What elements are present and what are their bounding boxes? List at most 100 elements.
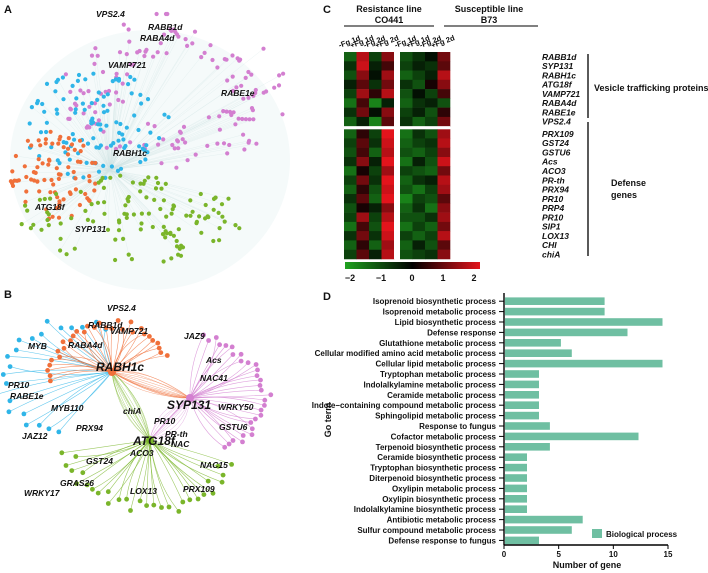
network-a-node	[230, 88, 236, 93]
network-a-node	[123, 203, 128, 208]
heatmap-cell	[425, 175, 438, 186]
network-b-edge	[189, 397, 253, 430]
heatmap-cell	[425, 166, 438, 176]
heatmap-cell	[356, 52, 370, 62]
network-a-node	[148, 130, 153, 135]
network-a-node	[198, 191, 203, 197]
network-a-node	[272, 85, 277, 90]
heatmap-cell	[369, 231, 382, 241]
net-b-label: JAZ9	[184, 331, 205, 341]
network-b-node	[55, 348, 61, 354]
network-b-node	[23, 422, 29, 428]
bar-16	[505, 453, 527, 461]
network-a-edge	[109, 169, 128, 200]
network-b-node	[6, 409, 12, 415]
network-a-node	[159, 186, 164, 191]
network-a-edge	[109, 56, 154, 171]
network-b-node	[84, 482, 90, 488]
network-a-edge	[109, 118, 239, 171]
heatmap-cell	[425, 240, 438, 250]
network-a-node	[142, 178, 147, 183]
network-a-node	[127, 39, 132, 44]
network-a-edge	[109, 119, 254, 171]
heatmap-cell	[344, 166, 357, 176]
network-a-node	[108, 143, 114, 148]
network-a-node	[58, 248, 63, 253]
heatmap-cell	[437, 116, 451, 127]
network-a-edge	[109, 59, 227, 171]
heatmap-cell	[369, 89, 382, 99]
net-b-label: NAC	[171, 439, 190, 449]
network-a-node	[83, 208, 88, 213]
heatmap-cell	[400, 184, 413, 195]
heatmap-cell	[381, 52, 395, 62]
heatmap-cell	[400, 175, 413, 186]
heatmap-cell	[400, 203, 413, 213]
network-b-edge	[92, 439, 151, 490]
network-a-node	[241, 96, 246, 101]
bar-6	[505, 349, 572, 357]
network-a-node	[42, 196, 47, 202]
network-b-edge	[189, 389, 262, 399]
network-a-node	[123, 143, 128, 149]
network-a-node	[121, 236, 126, 241]
network-a-edge	[56, 169, 111, 195]
network-a-node	[66, 165, 71, 170]
network-b-node	[60, 339, 66, 345]
network-a-edge	[46, 83, 111, 171]
network-a-node	[184, 213, 189, 218]
heatmap-cell	[400, 107, 413, 118]
network-b-hub-edge	[111, 371, 191, 399]
go-term-label: Indole−containing compound metabolic pro…	[312, 401, 497, 410]
heatmap-cell	[381, 231, 395, 241]
network-b-node	[0, 372, 6, 377]
network-a-node	[46, 212, 51, 217]
heatmap-cell	[437, 61, 451, 71]
heatmap-cell	[356, 221, 370, 232]
network-b-node	[4, 381, 9, 386]
network-a-node	[47, 158, 52, 163]
network-a-node	[227, 142, 232, 148]
network-b-edge	[149, 439, 223, 483]
network-a-node	[125, 72, 130, 77]
heatmap-cell	[412, 79, 426, 90]
network-a-node	[113, 257, 118, 263]
network-a-node	[217, 114, 222, 119]
network-b-edge	[62, 341, 113, 373]
network-a-node	[150, 224, 155, 230]
network-a-node	[56, 176, 62, 181]
network-a-node	[217, 127, 222, 132]
network-b-node	[156, 345, 162, 351]
network-a-node	[116, 76, 122, 82]
heatmap-group1-line1: Resistance line	[356, 4, 422, 14]
network-a-node	[36, 138, 41, 143]
heatmap-cell	[369, 194, 382, 204]
network-a-node	[81, 175, 86, 180]
heatmap-cell	[344, 147, 357, 158]
network-a-node	[44, 120, 50, 125]
network-a-node	[139, 211, 144, 216]
heatmap-cell	[344, 221, 357, 232]
network-a-node	[154, 11, 159, 17]
network-a-node	[172, 146, 177, 151]
heatmap-cell	[369, 175, 382, 186]
network-a-node	[64, 252, 69, 257]
network-a-node	[42, 109, 47, 114]
network-a-node	[164, 51, 169, 56]
go-term-label: Diterpenoid biosynthetic process	[369, 474, 496, 483]
network-b-node	[69, 325, 74, 331]
network-a-node	[120, 81, 125, 86]
net-a-label-vamp721: VAMP721	[108, 60, 146, 70]
network-a-node	[242, 147, 247, 152]
heatmap-row-label: GST24	[542, 138, 569, 148]
network-b-edge	[76, 439, 151, 484]
network-b-hub-node	[108, 368, 116, 376]
network-b-edge	[118, 439, 151, 500]
heatmap-row-label: Acs	[541, 157, 558, 167]
network-a-node	[100, 69, 106, 75]
heatmap-cell	[437, 194, 451, 204]
network-b-node	[103, 325, 109, 331]
network-a-node	[126, 82, 131, 87]
heatmap-cell	[356, 175, 370, 186]
heatmap-cell	[381, 61, 395, 71]
